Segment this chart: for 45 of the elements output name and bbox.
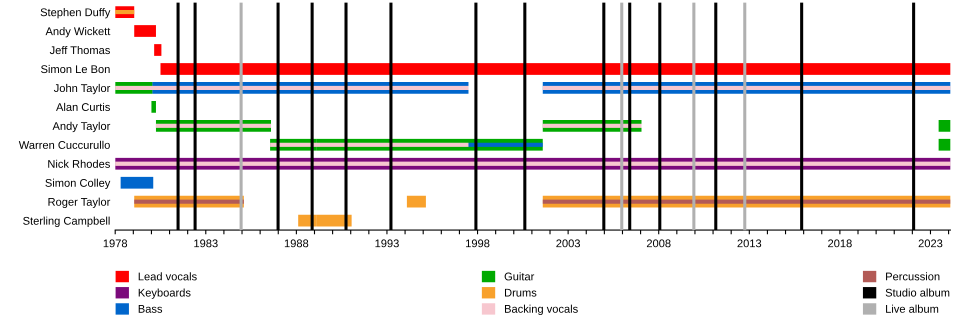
x-tick-label: 2003 bbox=[556, 239, 580, 248]
x-tick-label: 2008 bbox=[646, 239, 671, 248]
y-tick-label: Warren Cuccurullo bbox=[18, 140, 110, 149]
legend-label: Guitar bbox=[504, 272, 534, 280]
legend-label: Lead vocals bbox=[138, 272, 197, 280]
y-tick-label: Simon Le Bon bbox=[41, 64, 110, 74]
legend-label: Drums bbox=[504, 288, 536, 297]
x-tick-label: 1988 bbox=[284, 239, 308, 248]
bar bbox=[542, 124, 642, 128]
bar bbox=[160, 63, 950, 75]
x-tick-label: 1998 bbox=[466, 239, 490, 248]
x-tick-label: 2013 bbox=[738, 239, 762, 248]
x-tick-label: 1983 bbox=[194, 239, 218, 248]
x-tick-label: 2023 bbox=[918, 239, 942, 248]
bar bbox=[938, 120, 950, 132]
legend-label: Backing vocals bbox=[504, 304, 578, 315]
y-tick-label: Alan Curtis bbox=[56, 102, 110, 112]
y-tick-label: Stephen Duffy bbox=[40, 8, 110, 18]
x-tick-label: 1993 bbox=[375, 239, 399, 248]
bar bbox=[154, 44, 162, 56]
bar bbox=[115, 162, 950, 166]
legend-label: Studio album bbox=[886, 288, 950, 297]
y-tick-label: Andy Wickett bbox=[46, 27, 110, 38]
bar bbox=[115, 86, 468, 90]
y-tick-label: Roger Taylor bbox=[48, 198, 110, 208]
bar bbox=[468, 142, 543, 147]
y-tick-label: Jeff Thomas bbox=[50, 46, 110, 54]
legend-label: Bass bbox=[138, 305, 162, 313]
legend-label: Keyboards bbox=[138, 288, 191, 299]
bar bbox=[156, 124, 272, 128]
y-tick-label: Nick Rhodes bbox=[48, 160, 110, 168]
y-tick-label: Sterling Campbell bbox=[23, 216, 110, 227]
legend-label: Percussion bbox=[886, 272, 940, 280]
y-tick-label: Simon Colley bbox=[45, 178, 110, 190]
bar bbox=[120, 176, 154, 189]
bar bbox=[270, 142, 468, 147]
y-tick-label: Andy Taylor bbox=[52, 122, 110, 132]
bar bbox=[938, 138, 950, 151]
x-tick-label: 2018 bbox=[828, 239, 852, 248]
bar bbox=[151, 100, 156, 113]
x-tick-label: 1978 bbox=[104, 239, 128, 248]
y-tick-label: John Taylor bbox=[54, 84, 110, 94]
bar bbox=[134, 25, 156, 37]
bar bbox=[406, 196, 426, 208]
legend-label: Live album bbox=[886, 304, 938, 313]
